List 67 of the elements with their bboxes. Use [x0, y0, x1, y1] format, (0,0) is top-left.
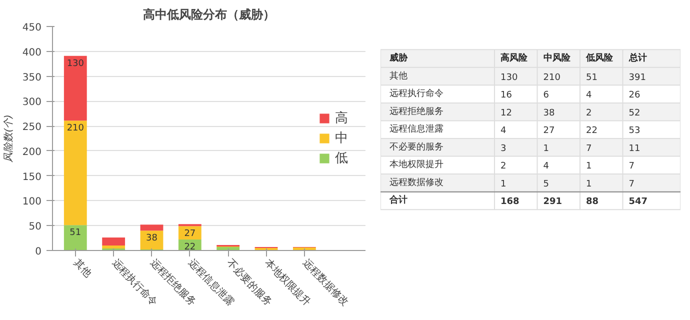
data-label: 1: [500, 179, 506, 190]
data-label: 38: [146, 234, 158, 244]
data-label: 53: [628, 126, 640, 136]
data-label: 7: [628, 179, 634, 190]
legend-label: 高: [335, 110, 349, 127]
data-label: 4: [543, 162, 550, 172]
y-tick-label: 350: [22, 72, 42, 84]
data-label: 2: [586, 108, 592, 118]
data-label: 27: [184, 229, 196, 240]
data-label: 88: [586, 197, 599, 208]
legend-label: 中: [335, 130, 349, 147]
data-label: 130: [500, 72, 518, 83]
category-label: 远程执行命令: [390, 88, 444, 100]
data-label: 2: [500, 162, 506, 172]
data-label: 7: [628, 162, 634, 172]
text: 威胁: [388, 52, 408, 64]
y-tick-label: 50: [28, 222, 42, 233]
y-tick-label: 0: [35, 246, 42, 258]
y-tick-label: 400: [22, 47, 42, 58]
data-label: 6: [543, 90, 550, 101]
x-tick-label: 其他: [71, 256, 94, 280]
data-label: 12: [500, 108, 512, 118]
data-label: 4: [586, 90, 592, 101]
category-label: 远程数据修改: [390, 176, 444, 188]
data-label: 26: [628, 90, 640, 101]
data-label: 27: [543, 126, 555, 136]
data-label: 168: [500, 197, 520, 208]
text: 低风险: [585, 52, 614, 64]
y-tick-label: 450: [22, 22, 42, 34]
data-label: 1: [543, 144, 549, 154]
data-label: 547: [628, 197, 648, 208]
category-label: 远程拒绝服务: [390, 106, 444, 117]
data-label: 3: [500, 144, 506, 154]
data-label: 1: [586, 179, 592, 190]
series-label: 高风险: [500, 52, 528, 64]
data-label: 130: [66, 58, 84, 69]
text: 总计: [628, 52, 647, 64]
data-label: 11: [628, 144, 640, 154]
data-label: 22: [586, 126, 598, 136]
category-label: 本地权限提升: [390, 159, 444, 170]
data-label: 16: [500, 90, 512, 101]
y-tick-label: 250: [22, 122, 42, 134]
category-label: 不必要的服务: [390, 141, 444, 152]
data-label: 4: [500, 126, 506, 136]
data-label: 291: [543, 197, 562, 208]
category-label: 合计: [388, 194, 408, 206]
data-label: 51: [70, 228, 82, 238]
y-tick-label: 150: [22, 172, 42, 183]
data-label: 22: [184, 242, 196, 253]
legend-label: 低: [335, 150, 349, 167]
y-axis-title: 风险数(个): [2, 114, 14, 162]
data-label: 210: [543, 72, 561, 83]
y-tick-label: 100: [22, 196, 42, 208]
y-tick-label: 300: [22, 97, 42, 108]
data-label: 5: [543, 179, 549, 190]
y-tick-label: 200: [22, 146, 42, 158]
data-label: 52: [628, 108, 640, 118]
category-label: 远程信息泄露: [390, 124, 444, 135]
data-label: 1: [586, 162, 592, 172]
category-label: 其他: [390, 70, 408, 82]
data-label: 38: [543, 108, 555, 118]
chart-title: 高中低风险分布（威胁）: [143, 8, 275, 22]
data-label: 7: [586, 144, 592, 154]
data-label: 391: [628, 72, 646, 83]
text: 中风险: [543, 52, 572, 64]
data-label: 51: [586, 72, 598, 83]
data-label: 210: [66, 124, 84, 134]
